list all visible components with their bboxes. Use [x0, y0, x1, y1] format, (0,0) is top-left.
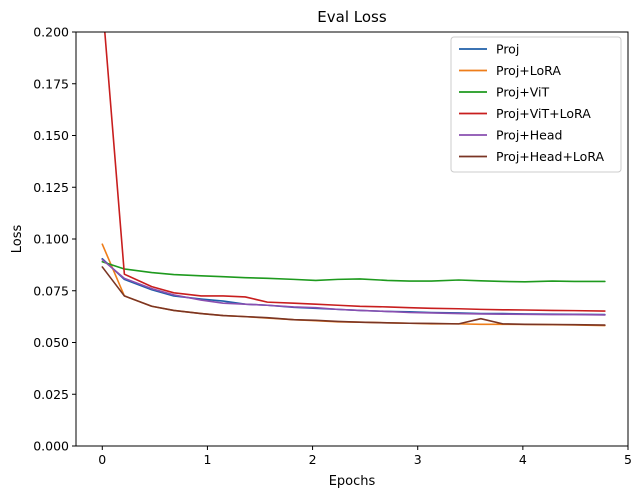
y-tick-label: 0.050 [33, 335, 69, 350]
series-line-proj-head-lora [101, 266, 606, 326]
y-tick-label: 0.075 [33, 283, 69, 298]
legend-entry-label: Proj+Head [496, 128, 562, 143]
x-tick-label: 4 [519, 452, 527, 467]
x-tick-label: 3 [414, 452, 422, 467]
y-tick-label: 0.125 [33, 180, 69, 195]
legend: Proj Proj+LoRA Proj+ViT Proj+ViT+LoRA Proj+H… [450, 36, 622, 173]
series-line-proj-head [101, 258, 606, 316]
y-tick-label: 0.025 [33, 387, 69, 402]
chart-title: Eval Loss [317, 8, 387, 26]
y-tick-label: 0.200 [33, 25, 69, 40]
y-tick-label: 0.175 [33, 76, 69, 91]
x-tick-label: 0 [98, 452, 106, 467]
series-line-proj-vit [101, 260, 606, 283]
legend-entry-label: Proj+LoRA [496, 63, 561, 78]
legend-entry-label: Proj [496, 42, 519, 57]
x-axis-ticks: 0 1 2 3 4 5 [98, 446, 632, 467]
x-tick-label: 2 [309, 452, 317, 467]
legend-entry-label: Proj+ViT [496, 85, 550, 100]
legend-entry-label: Proj+Head+LoRA [496, 149, 605, 164]
y-tick-label: 0.000 [33, 439, 69, 454]
y-tick-label: 0.150 [33, 128, 69, 143]
legend-entry-label: Proj+ViT+LoRA [496, 106, 591, 121]
x-tick-label: 5 [624, 452, 632, 467]
x-tick-label: 1 [203, 452, 211, 467]
y-axis-label: Loss [10, 225, 25, 254]
y-axis-ticks: 0.000 0.025 0.050 0.075 0.100 0.125 0.150 0.175… [33, 25, 76, 454]
series-lines [101, 32, 606, 327]
y-tick-label: 0.100 [33, 232, 69, 247]
legend-box [450, 36, 622, 173]
x-axis-label: Epochs [329, 474, 376, 489]
series-line-proj-vit-lora [103, 32, 606, 312]
